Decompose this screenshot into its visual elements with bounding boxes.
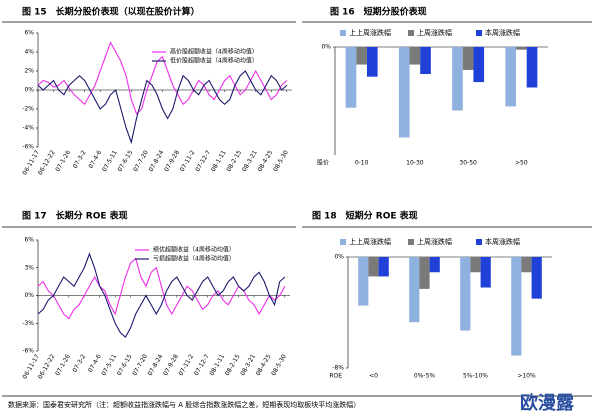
- bar: [470, 257, 481, 273]
- y-tick-label: -6%: [22, 144, 34, 151]
- y-tick-label: 4%: [24, 49, 34, 56]
- y-tick-label: 2%: [24, 68, 34, 75]
- y-tick-label: 3%: [24, 264, 34, 271]
- x-tick-label: >50: [515, 160, 528, 167]
- bar: [511, 257, 522, 356]
- y-tick-label: -4%: [22, 125, 34, 132]
- bar: [398, 47, 410, 138]
- legend-label: 亏损超额收益（4周移动均值）: [153, 255, 235, 263]
- bar: [462, 47, 474, 70]
- legend-swatch: [476, 30, 482, 36]
- y-tick-label: -6%: [22, 348, 34, 355]
- y-tick-label: 0%: [24, 292, 34, 299]
- x-tick-label: 0%-5%: [414, 373, 436, 380]
- x-axis-label: ROE: [329, 373, 342, 380]
- x-tick-label: 5%-10%: [463, 373, 488, 380]
- legend-label: 绩优超额收益（4周移动均值）: [153, 246, 235, 254]
- y-tick-label: 0%: [321, 44, 331, 51]
- bar: [526, 47, 538, 88]
- bar: [366, 47, 378, 77]
- bar: [516, 47, 527, 50]
- legend-label: 上周涨跌幅: [417, 237, 452, 246]
- bar: [409, 47, 421, 65]
- bar: [409, 257, 420, 323]
- y-tick-label: 6%: [24, 30, 34, 37]
- bar: [480, 257, 491, 288]
- y-tick-label: 0%: [24, 87, 34, 94]
- legend-swatch: [340, 239, 346, 245]
- legend-label: 上上周涨跌幅: [349, 237, 391, 246]
- y-tick-label: -8%: [332, 365, 344, 372]
- x-tick-label: 0-10: [355, 160, 369, 167]
- bar: [531, 257, 542, 299]
- legend-label: 上上周涨跌幅: [349, 28, 391, 37]
- bar: [460, 257, 471, 331]
- y-tick-label: -3%: [22, 320, 34, 327]
- x-tick-label: >10%: [517, 373, 536, 380]
- bar: [452, 47, 463, 111]
- legend-label: 本周涨跌幅: [485, 28, 520, 37]
- chart-title: 图 18 短期分 ROE 表现: [312, 210, 418, 222]
- x-tick-label: <0: [369, 373, 378, 380]
- bar: [368, 257, 379, 277]
- y-tick-label: 0%: [334, 254, 344, 261]
- x-tick-label: 10-30: [406, 160, 424, 167]
- bar: [358, 257, 369, 306]
- legend-swatch: [408, 239, 414, 245]
- legend-label: 高价股超额收益（4周移动均值）: [170, 48, 258, 56]
- series-line: [37, 252, 286, 339]
- y-tick-label: -2%: [22, 106, 34, 113]
- legend-label: 低价股超额收益（4周移动均值）: [170, 57, 258, 65]
- bar: [356, 47, 367, 65]
- y-tick-label: 6%: [24, 237, 34, 244]
- bar: [505, 47, 517, 107]
- bar: [420, 47, 431, 74]
- bar: [473, 47, 485, 83]
- x-axis-label: 股价: [317, 160, 329, 167]
- x-tick-label: 30-50: [459, 160, 477, 167]
- bar: [378, 257, 389, 277]
- legend-swatch: [476, 239, 482, 245]
- footer: 数据来源：国泰君安研究所（注：超额收益指涨跌幅与 A 股综合指数涨跌幅之差，短期…: [8, 400, 360, 409]
- legend-swatch: [408, 30, 414, 36]
- bar: [419, 257, 430, 289]
- legend-swatch: [340, 30, 346, 36]
- chart-title: 图 17 长期分 ROE 表现: [22, 210, 128, 222]
- chart-title: 图 15 长期分股价表现（以现在股价计算）: [22, 6, 200, 18]
- series-line: [37, 41, 288, 115]
- bar: [521, 257, 532, 273]
- bar: [429, 257, 440, 273]
- bar: [345, 47, 357, 108]
- watermark: 欧漫露: [520, 392, 575, 414]
- series-line: [37, 70, 288, 145]
- legend-label: 本周涨跌幅: [485, 237, 520, 246]
- chart-title: 图 16 短期分股价表现: [330, 6, 427, 18]
- legend-label: 上周涨跌幅: [417, 28, 452, 37]
